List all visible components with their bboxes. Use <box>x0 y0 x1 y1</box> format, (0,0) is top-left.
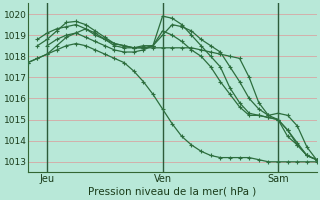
X-axis label: Pression niveau de la mer( hPa ): Pression niveau de la mer( hPa ) <box>88 187 256 197</box>
